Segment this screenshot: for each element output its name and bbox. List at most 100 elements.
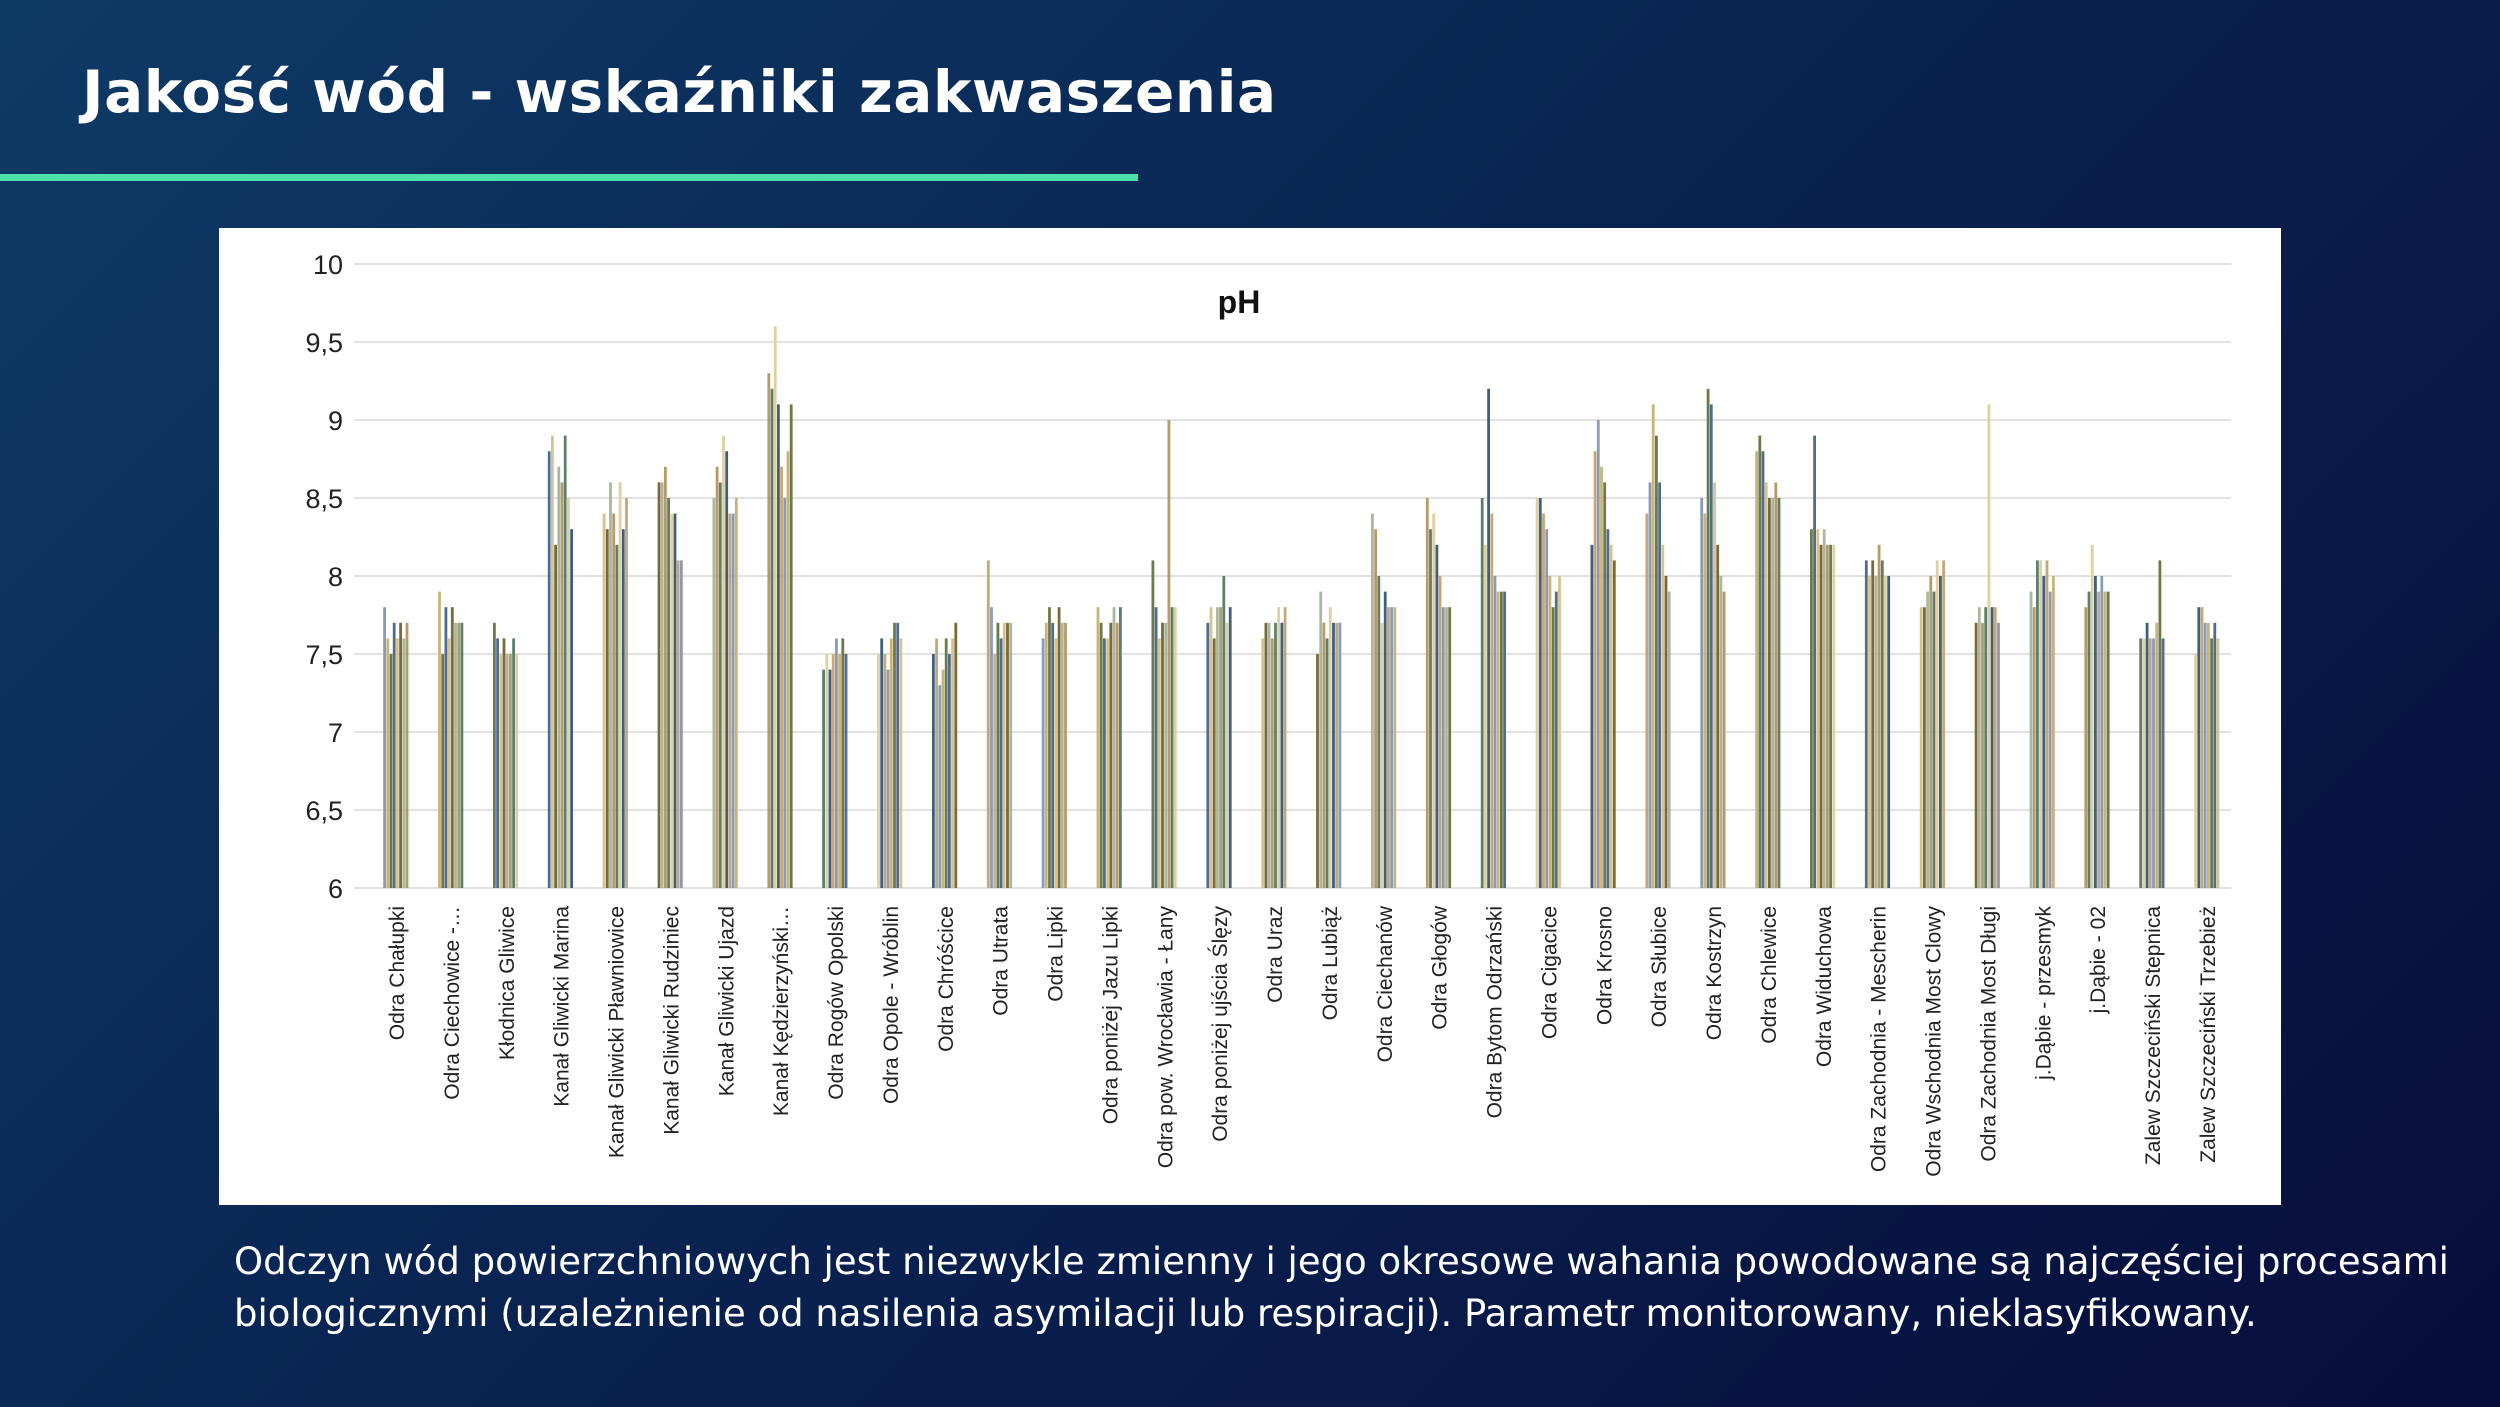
bar <box>1387 607 1390 888</box>
bar <box>1487 388 1490 888</box>
bar <box>1432 513 1436 888</box>
bar <box>1822 529 1826 888</box>
x-tick-label: Odra Wschodnia Most Clowy <box>1923 906 1946 1177</box>
bar <box>1109 622 1113 888</box>
x-tick-label: Odra Utrata <box>990 906 1013 1016</box>
bar <box>1880 560 1884 888</box>
bar <box>502 638 506 888</box>
x-tick-label: Zalew Szczeciński Trzebież <box>2197 906 2220 1163</box>
bar <box>1119 607 1122 888</box>
bar <box>1448 607 1452 888</box>
bar <box>493 622 496 888</box>
bar <box>889 638 893 888</box>
bar <box>396 638 399 888</box>
bar <box>880 638 884 888</box>
bar <box>1923 607 1926 888</box>
bar <box>1664 576 1668 888</box>
bar <box>1651 404 1655 888</box>
bar <box>1496 591 1500 888</box>
bar <box>2142 638 2146 888</box>
bar <box>2207 622 2210 888</box>
bar <box>2155 622 2159 888</box>
bar <box>1377 576 1381 888</box>
bar <box>999 638 1003 888</box>
bar <box>1590 544 1594 888</box>
bar <box>1655 435 1658 888</box>
bar <box>615 544 619 888</box>
bar <box>2194 654 2197 888</box>
bar <box>1383 591 1387 888</box>
chart-title: pH <box>1218 284 1261 320</box>
bar <box>444 607 448 888</box>
bar <box>1939 576 1942 888</box>
bar <box>570 529 573 888</box>
bar <box>1106 638 1109 888</box>
bar <box>1216 607 1219 888</box>
bar <box>1002 622 1006 888</box>
bar <box>1816 529 1820 888</box>
x-tick-label: Odra Bytom Odrzański <box>1484 906 1507 1118</box>
bar <box>1390 607 1393 888</box>
bar <box>1919 607 1923 888</box>
bar <box>1558 576 1561 888</box>
bar <box>2210 638 2213 888</box>
x-tick-label: Odra Zachodnia - Mescherin <box>1868 906 1891 1172</box>
bar <box>1700 498 1704 888</box>
bar <box>1997 622 2000 888</box>
x-tick-label: Odra Opole - Wróblin <box>880 906 903 1104</box>
x-tick-label: Odra Głogów <box>1429 905 1452 1030</box>
bar <box>660 482 664 888</box>
bar <box>954 622 958 888</box>
title-underline <box>0 174 1138 181</box>
bar <box>383 607 386 888</box>
x-tick-label: Odra Zachodnia Most Długi <box>1978 906 2001 1162</box>
bar <box>1338 622 1342 888</box>
x-tick-label: Odra Krosno <box>1593 906 1616 1025</box>
bar <box>2097 591 2100 888</box>
bar <box>1445 607 1448 888</box>
y-axis-ticks: 6 6,5 7 7,5 8 8,5 9 9,5 10 <box>305 250 343 904</box>
bar <box>1535 498 1539 888</box>
bar <box>1099 622 1103 888</box>
bar <box>1264 622 1268 888</box>
x-axis-labels: Odra Chałupki Odra Ciechowice -… Kłodnica … <box>386 905 2220 1177</box>
bar <box>460 622 464 888</box>
bar <box>1829 544 1832 888</box>
bar <box>2036 560 2039 888</box>
bar <box>1593 451 1597 888</box>
bar <box>1648 482 1652 888</box>
bar <box>1709 404 1713 888</box>
bar <box>441 654 445 888</box>
x-tick-label: Odra poniżej ujścia Ślęzy <box>1208 906 1232 1142</box>
bar <box>2094 576 2097 888</box>
bar <box>786 451 790 888</box>
x-tick-label: Odra Chlewice <box>1758 906 1781 1044</box>
bar <box>557 466 561 888</box>
bar <box>1758 435 1762 888</box>
bar <box>893 622 896 888</box>
bar <box>499 654 503 888</box>
bar <box>560 482 564 888</box>
slide-title: Jakość wód - wskaźniki zakwaszenia <box>82 58 1277 126</box>
bar <box>2039 560 2042 888</box>
bar <box>1503 591 1506 888</box>
bar <box>932 654 935 888</box>
bar <box>657 482 661 888</box>
bar <box>667 498 670 888</box>
bar <box>1319 591 1323 888</box>
bar <box>1771 498 1774 888</box>
bar <box>1484 544 1487 888</box>
bar <box>2145 622 2149 888</box>
x-tick-label: Odra Widuchowa <box>1813 906 1836 1067</box>
bar <box>612 513 616 888</box>
x-tick-label: Odra Kostrzyn <box>1703 906 1726 1040</box>
bar <box>899 638 903 888</box>
bar <box>1609 544 1613 888</box>
x-tick-label: Kanał Gliwicki Pławniowice <box>606 906 629 1158</box>
bar <box>2052 576 2055 888</box>
bar <box>1154 607 1158 888</box>
bar <box>1167 420 1171 888</box>
caption-line-1: Odczyn wód powierzchniowych jest niezwyk… <box>234 1240 2449 1283</box>
bar <box>838 654 841 888</box>
bar <box>1871 560 1875 888</box>
